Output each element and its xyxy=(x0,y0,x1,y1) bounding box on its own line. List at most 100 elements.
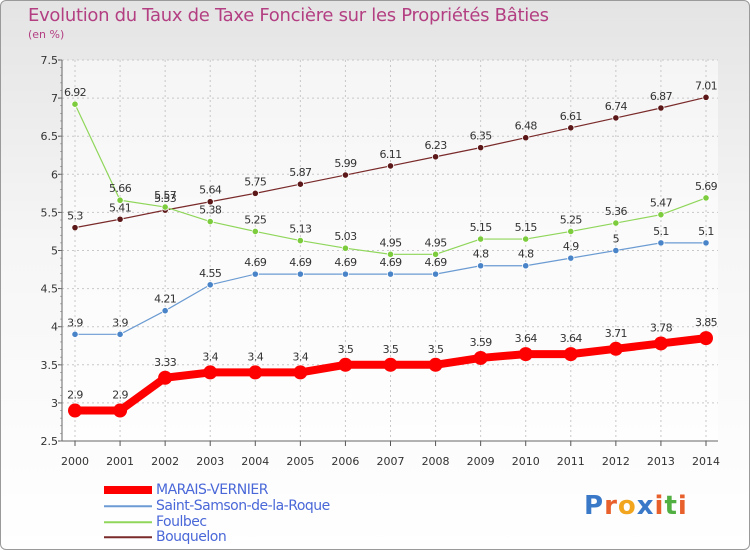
data-point-bouquelon xyxy=(702,93,710,101)
data-point-marais-vernier xyxy=(113,403,128,418)
y-tick-label: 2.5 xyxy=(41,435,59,448)
proxiti-logo: Proxiti xyxy=(584,491,688,521)
data-point-marais-vernier xyxy=(518,347,533,362)
data-point-foulbec xyxy=(702,194,710,202)
data-point-marais-vernier xyxy=(428,357,443,372)
data-point-saint-samson-de-la-roque xyxy=(71,330,79,338)
data-point-foulbec xyxy=(161,203,169,211)
data-point-bouquelon xyxy=(567,124,575,132)
data-point-saint-samson-de-la-roque xyxy=(522,262,530,270)
data-label-saint-samson-de-la-roque: 5.1 xyxy=(698,225,714,238)
y-tick-label: 6.5 xyxy=(41,130,59,143)
data-point-bouquelon xyxy=(522,134,530,142)
data-point-foulbec xyxy=(477,235,485,243)
data-label-marais-vernier: 3.59 xyxy=(470,336,493,349)
data-label-bouquelon: 5.87 xyxy=(289,166,312,179)
y-tick-label: 5 xyxy=(51,245,58,258)
data-point-marais-vernier xyxy=(293,365,308,380)
data-point-foulbec xyxy=(431,250,440,258)
legend-label-bouquelon: Bouquelon xyxy=(156,529,227,545)
data-point-foulbec xyxy=(522,235,530,243)
data-point-saint-samson-de-la-roque xyxy=(431,270,440,278)
data-point-saint-samson-de-la-roque xyxy=(341,270,350,278)
logo-letter: r xyxy=(604,491,618,521)
data-point-marais-vernier xyxy=(653,336,668,351)
data-label-foulbec: 5.15 xyxy=(515,221,538,234)
chart-subtitle: (en %) xyxy=(28,28,65,41)
x-tick-label: 2011 xyxy=(557,455,585,468)
data-point-saint-samson-de-la-roque xyxy=(567,254,575,262)
x-tick-label: 2008 xyxy=(422,455,450,468)
data-point-marais-vernier xyxy=(68,403,82,418)
data-label-bouquelon: 5.41 xyxy=(109,201,131,214)
x-tick-label: 2003 xyxy=(196,455,224,468)
data-point-foulbec xyxy=(386,250,395,258)
data-point-foulbec xyxy=(657,211,665,219)
data-label-marais-vernier: 2.9 xyxy=(67,389,83,402)
data-label-saint-samson-de-la-roque: 4.69 xyxy=(425,256,448,269)
data-label-marais-vernier: 3.4 xyxy=(202,350,218,363)
data-label-marais-vernier: 3.4 xyxy=(293,350,309,363)
data-point-saint-samson-de-la-roque xyxy=(477,262,485,270)
data-label-foulbec: 5.03 xyxy=(334,230,357,243)
data-label-foulbec: 5.13 xyxy=(289,223,312,236)
data-label-foulbec: 5.25 xyxy=(560,213,583,226)
logo-letter: i xyxy=(654,491,665,521)
y-tick-label: 7 xyxy=(51,92,58,105)
data-point-marais-vernier xyxy=(563,347,578,362)
data-label-foulbec: 5.38 xyxy=(199,204,222,217)
data-label-saint-samson-de-la-roque: 4.8 xyxy=(473,248,489,261)
data-point-foulbec xyxy=(612,219,620,227)
data-label-foulbec: 4.95 xyxy=(379,236,402,249)
data-label-bouquelon: 6.35 xyxy=(470,130,493,143)
data-point-bouquelon xyxy=(431,153,440,161)
data-label-bouquelon: 5.99 xyxy=(334,157,357,170)
data-point-saint-samson-de-la-roque xyxy=(161,307,169,315)
data-label-marais-vernier: 3.71 xyxy=(605,327,627,340)
data-point-foulbec xyxy=(251,227,259,236)
legend-label-marais-vernier: MARAIS-VERNIER xyxy=(156,482,268,498)
data-label-saint-samson-de-la-roque: 3.9 xyxy=(67,316,83,329)
data-label-foulbec: 5.47 xyxy=(650,197,673,210)
data-label-foulbec: 5.25 xyxy=(244,213,267,226)
data-point-saint-samson-de-la-roque xyxy=(251,270,259,278)
data-label-bouquelon: 5.64 xyxy=(199,184,222,197)
data-label-foulbec: 5.66 xyxy=(109,182,132,195)
data-label-bouquelon: 6.48 xyxy=(515,120,538,133)
data-label-saint-samson-de-la-roque: 4.69 xyxy=(334,256,357,269)
data-point-bouquelon xyxy=(386,162,395,170)
data-point-saint-samson-de-la-roque xyxy=(612,246,620,255)
data-label-saint-samson-de-la-roque: 5.1 xyxy=(653,225,669,238)
data-point-bouquelon xyxy=(71,224,79,232)
y-tick-label: 5.5 xyxy=(41,206,59,219)
data-point-bouquelon xyxy=(341,171,350,179)
data-label-bouquelon: 6.11 xyxy=(379,148,401,161)
data-label-marais-vernier: 3.33 xyxy=(154,356,177,369)
data-label-bouquelon: 6.74 xyxy=(605,100,628,113)
y-tick-label: 6 xyxy=(51,168,58,181)
data-label-marais-vernier: 3.5 xyxy=(338,343,354,356)
data-label-marais-vernier: 3.64 xyxy=(560,332,583,345)
data-point-foulbec xyxy=(296,236,304,245)
logo-letter: o xyxy=(617,491,637,521)
data-point-saint-samson-de-la-roque xyxy=(116,330,124,338)
data-label-marais-vernier: 3.5 xyxy=(383,343,399,356)
data-point-bouquelon xyxy=(612,114,620,122)
data-label-marais-vernier: 3.4 xyxy=(247,350,263,363)
logo-letter: x xyxy=(636,491,655,521)
data-point-bouquelon xyxy=(116,215,124,223)
legend-swatch-bouquelon xyxy=(104,536,152,538)
data-point-foulbec xyxy=(567,227,575,236)
data-point-marais-vernier xyxy=(338,357,353,372)
data-point-saint-samson-de-la-roque xyxy=(206,281,214,289)
x-tick-label: 2009 xyxy=(467,455,495,468)
data-label-marais-vernier: 2.9 xyxy=(112,389,128,402)
data-point-marais-vernier xyxy=(158,370,173,385)
data-label-bouquelon: 5.53 xyxy=(154,192,177,205)
y-tick-label: 4 xyxy=(51,321,58,334)
data-label-marais-vernier: 3.64 xyxy=(515,332,538,345)
data-label-saint-samson-de-la-roque: 4.69 xyxy=(379,256,402,269)
data-point-foulbec xyxy=(206,217,214,226)
data-point-marais-vernier xyxy=(248,365,263,380)
